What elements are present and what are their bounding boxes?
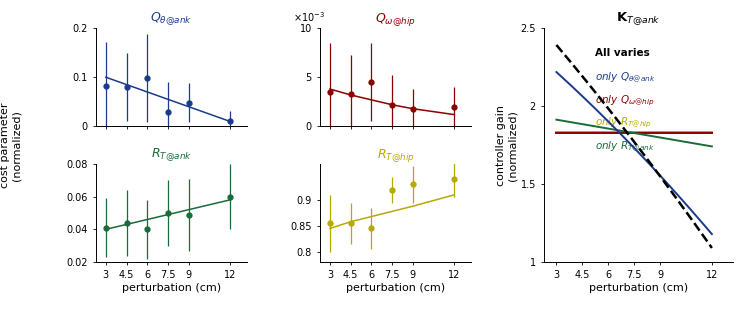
- Y-axis label: controller gain
(normalized): controller gain (normalized): [496, 105, 518, 186]
- Text: $\times 10^{-3}$: $\times 10^{-3}$: [293, 10, 326, 24]
- Text: cost parameter
(normalized): cost parameter (normalized): [0, 102, 22, 188]
- Title: $R_{T@hip}$: $R_{T@hip}$: [377, 147, 414, 164]
- Text: only $R_{T@hip}$: only $R_{T@hip}$: [595, 116, 652, 130]
- Text: only $R_{T@ank}$: only $R_{T@ank}$: [595, 139, 655, 153]
- X-axis label: perturbation (cm): perturbation (cm): [346, 283, 445, 293]
- Title: $\mathbf{K}_{T@ank}$: $\mathbf{K}_{T@ank}$: [616, 11, 661, 28]
- Title: $R_{T@ank}$: $R_{T@ank}$: [151, 146, 192, 164]
- X-axis label: perturbation (cm): perturbation (cm): [122, 283, 221, 293]
- Text: All varies: All varies: [595, 48, 650, 58]
- X-axis label: perturbation (cm): perturbation (cm): [589, 283, 688, 293]
- Text: only $Q_{\theta @ank}$: only $Q_{\theta @ank}$: [595, 70, 656, 84]
- Text: only $Q_{\omega @hip}$: only $Q_{\omega @hip}$: [595, 93, 655, 108]
- Title: $Q_{\theta @ank}$: $Q_{\theta @ank}$: [150, 11, 192, 28]
- Title: $Q_{\omega @hip}$: $Q_{\omega @hip}$: [375, 11, 416, 28]
